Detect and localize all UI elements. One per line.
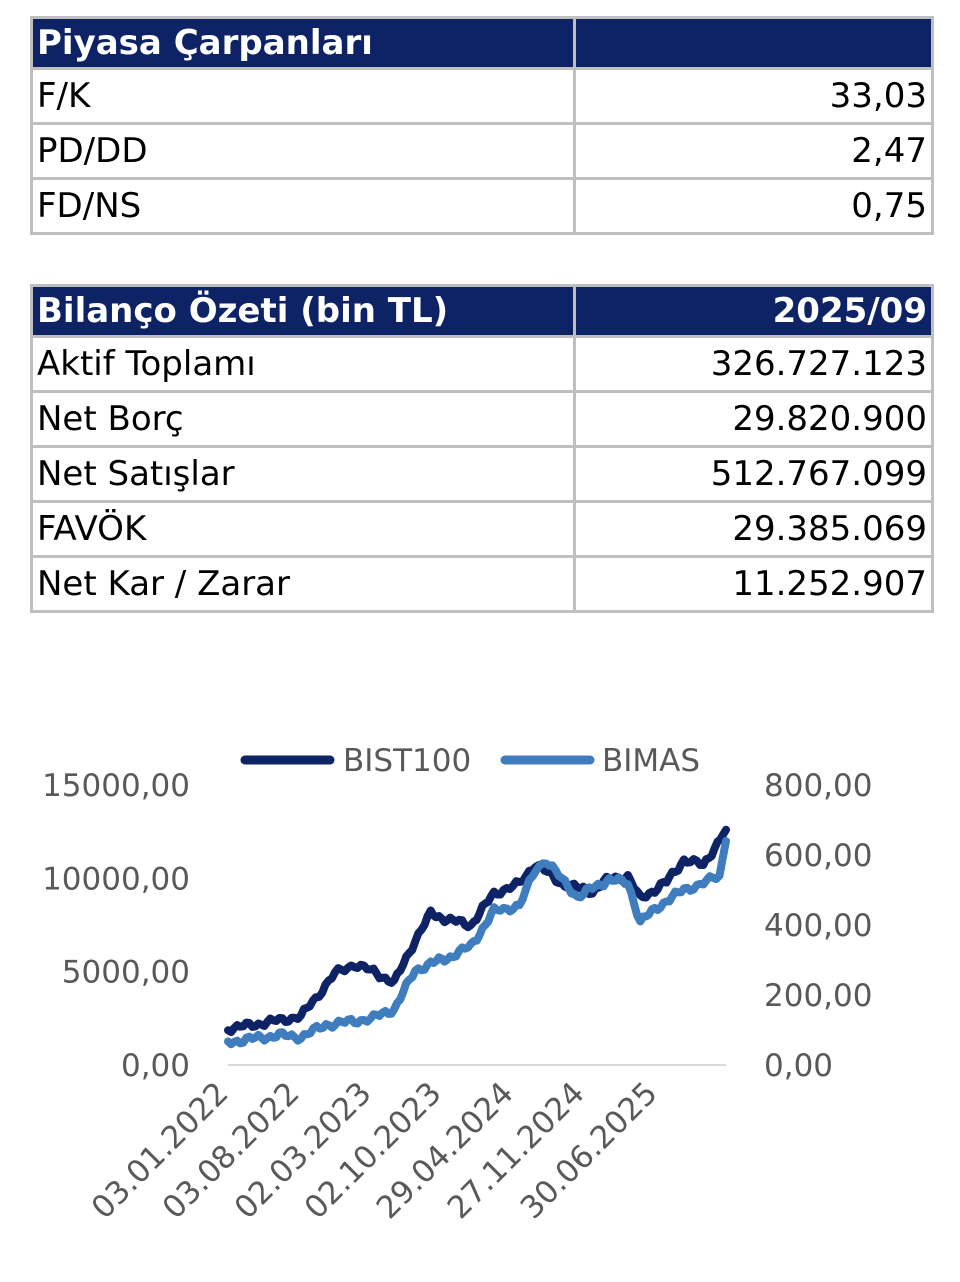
y-left-tick-label: 10000,00 [42, 861, 190, 897]
balance-summary-table: Bilanço Özeti (bin TL) 2025/09 Aktif Top… [30, 284, 934, 613]
y-right-tick-label: 200,00 [764, 978, 872, 1014]
price-line-chart: BIST100 BIMAS 0,00 5000,00 10000,00 15000,00… [42, 743, 872, 1226]
y-right-tick-label: 600,00 [764, 838, 872, 874]
table-row: F/K 33,03 [30, 67, 934, 125]
table-row: Aktif Toplamı 326.727.123 [30, 335, 934, 393]
row-value: 512.767.099 [573, 445, 934, 503]
row-label: FD/NS [30, 177, 576, 235]
y-left-tick-label: 5000,00 [62, 955, 190, 991]
table-row: FAVÖK 29.385.069 [30, 500, 934, 558]
row-value: 2,47 [573, 122, 934, 180]
row-value: 33,03 [573, 67, 934, 125]
table-row: Net Satışlar 512.767.099 [30, 445, 934, 503]
y-right-tick-label: 0,00 [764, 1048, 833, 1084]
balance-summary-period: 2025/09 [573, 284, 934, 338]
legend-label: BIMAS [602, 743, 700, 779]
market-multiples-title: Piyasa Çarpanları [30, 16, 576, 70]
x-axis-ticks: 03.01.202203.08.202202.03.202302.10.2023… [85, 1075, 665, 1226]
legend-label: BIST100 [343, 743, 471, 779]
balance-summary-title: Bilanço Özeti (bin TL) [30, 284, 576, 338]
row-label: Aktif Toplamı [30, 335, 576, 393]
row-label: Net Kar / Zarar [30, 555, 576, 613]
row-value: 326.727.123 [573, 335, 934, 393]
y-right-tick-label: 400,00 [764, 908, 872, 944]
row-value: 29.385.069 [573, 500, 934, 558]
y-left-tick-label: 15000,00 [42, 768, 190, 804]
y-left-tick-label: 0,00 [121, 1048, 190, 1084]
table-row: PD/DD 2,47 [30, 122, 934, 180]
market-multiples-header: Piyasa Çarpanları [30, 16, 934, 70]
table-row: Net Kar / Zarar 11.252.907 [30, 555, 934, 613]
table-row: FD/NS 0,75 [30, 177, 934, 235]
row-label: Net Borç [30, 390, 576, 448]
row-label: PD/DD [30, 122, 576, 180]
left-axis-ticks: 0,00 5000,00 10000,00 15000,00 [42, 768, 190, 1084]
row-value: 0,75 [573, 177, 934, 235]
row-value: 29.820.900 [573, 390, 934, 448]
balance-summary-header: Bilanço Özeti (bin TL) 2025/09 [30, 284, 934, 338]
series-line-bist100 [224, 825, 730, 1036]
right-axis-ticks: 0,00 200,00 400,00 600,00 800,00 [764, 768, 872, 1084]
chart-series [224, 825, 730, 1049]
row-value: 11.252.907 [573, 555, 934, 613]
chart-legend: BIST100 BIMAS [240, 743, 700, 779]
row-label: F/K [30, 67, 576, 125]
row-label: FAVÖK [30, 500, 576, 558]
market-multiples-table: Piyasa Çarpanları F/K 33,03 PD/DD 2,47 F… [30, 16, 934, 235]
market-multiples-header-blank [573, 16, 934, 70]
series-line-bimas [224, 837, 730, 1049]
table-row: Net Borç 29.820.900 [30, 390, 934, 448]
y-right-tick-label: 800,00 [764, 768, 872, 804]
row-label: Net Satışlar [30, 445, 576, 503]
